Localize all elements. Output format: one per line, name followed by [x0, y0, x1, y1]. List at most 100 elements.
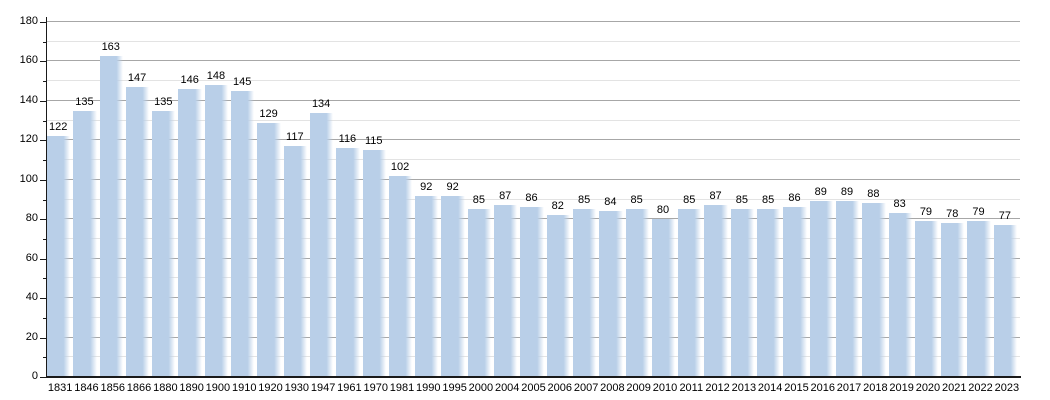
- x-axis-label: 1846: [74, 382, 99, 394]
- bar-slot-1831: 122 1831: [47, 22, 73, 394]
- bar-value-label: 148: [206, 70, 226, 83]
- x-axis-label: 1970: [363, 382, 388, 394]
- x-axis-label: 2022: [968, 382, 993, 394]
- bar-slot-2006: 82 2006: [546, 22, 573, 394]
- bar-value-label: 85: [735, 194, 748, 207]
- major-gridline-140: [47, 99, 1020, 101]
- bar: [415, 195, 439, 377]
- y-axis-line: [46, 17, 47, 377]
- major-gridline-160: [47, 60, 1020, 62]
- bar: [125, 87, 150, 377]
- bar-slot-2018: 88 2018: [862, 22, 888, 394]
- bar-value-label: 146: [180, 74, 199, 87]
- x-axis-label: 2021: [941, 382, 967, 394]
- bar-slot-2022: 79 2022: [967, 22, 993, 394]
- x-axis-label: 1990: [416, 382, 441, 394]
- bar-slot-2013: 85 2013: [730, 22, 757, 394]
- y-tick-180: [40, 22, 47, 23]
- bar-value-label: 102: [390, 160, 410, 173]
- x-axis-label: 2012: [705, 382, 730, 394]
- bar: [494, 205, 518, 377]
- bar-value-label: 116: [338, 133, 357, 146]
- y-tick-30: [43, 317, 47, 319]
- bar-value-label: 115: [364, 135, 383, 148]
- bar-value-label: 82: [551, 200, 564, 213]
- bar-value-label: 92: [446, 180, 459, 193]
- bar-value-label: 87: [499, 190, 512, 203]
- x-axis-label: 2013: [731, 382, 757, 394]
- y-axis-label: 40: [25, 291, 38, 304]
- x-axis-label: 1890: [179, 382, 204, 394]
- bar-value-label: 79: [919, 206, 933, 219]
- bar-slot-1890: 146 1890: [178, 22, 204, 394]
- y-tick-120: [40, 140, 47, 142]
- y-axis-label: 120: [19, 133, 38, 146]
- bar-value-label: 87: [709, 190, 722, 203]
- bar: [204, 85, 229, 377]
- bar-value-label: 88: [867, 188, 880, 201]
- bar: [336, 148, 360, 377]
- bar-value-label: 89: [814, 186, 827, 199]
- bar-value-label: 86: [525, 192, 538, 205]
- x-axis-label: 1920: [258, 382, 283, 394]
- bar: [152, 110, 176, 377]
- bar-slot-1970: 115 1970: [362, 22, 389, 394]
- bar: [599, 211, 623, 377]
- bar-value-label: 89: [840, 186, 854, 199]
- bar: [257, 122, 281, 377]
- bar-slot-1995: 92 1995: [441, 22, 467, 394]
- y-tick-150: [43, 81, 47, 83]
- x-axis-label: 2004: [494, 382, 520, 394]
- x-axis-label: 2017: [836, 382, 862, 394]
- major-gridline-100: [47, 178, 1020, 180]
- bar-value-label: 145: [233, 76, 252, 89]
- bar: [362, 150, 386, 377]
- bar: [835, 201, 860, 377]
- bar-slot-2015: 86 2015: [783, 22, 809, 394]
- x-axis-label: 1866: [126, 382, 152, 394]
- x-axis-label: 2014: [757, 382, 783, 394]
- y-tick-140: [40, 100, 47, 102]
- bar: [467, 209, 492, 377]
- y-axis-label: 160: [19, 54, 38, 67]
- bar-value-label: 135: [75, 95, 94, 108]
- bar: [678, 209, 702, 377]
- y-axis-label: 180: [19, 15, 38, 27]
- x-axis-label: 2018: [863, 382, 888, 394]
- bar: [283, 146, 307, 377]
- plot-area: 122 1831 135 1846 163 1856 147 1866 135 1880 146 18…: [47, 21, 1020, 394]
- y-tick-50: [43, 278, 47, 280]
- y-tick-130: [43, 120, 47, 122]
- bar-value-label: 92: [420, 180, 433, 193]
- bar-slot-2023: 77 2023: [993, 22, 1020, 394]
- bar: [888, 213, 912, 377]
- bar-slot-1856: 163 1856: [99, 22, 126, 394]
- bar-value-label: 86: [788, 192, 801, 205]
- bar-value-label: 134: [311, 97, 331, 110]
- y-tick-40: [40, 298, 47, 300]
- minor-gridline-130: [47, 119, 1020, 121]
- bar: [941, 223, 965, 377]
- bar-slot-1866: 147 1866: [125, 22, 152, 394]
- bar: [967, 221, 991, 377]
- bar-value-label: 135: [154, 95, 173, 108]
- y-tick-80: [40, 219, 47, 221]
- bar-slot-1981: 102 1981: [388, 22, 415, 394]
- bar-slot-2007: 85 2007: [572, 22, 599, 394]
- x-axis-label: 2008: [600, 382, 625, 394]
- bar-value-label: 78: [946, 208, 959, 221]
- bar-slot-2021: 78 2021: [941, 22, 967, 394]
- bar-slot-2016: 89 2016: [809, 22, 836, 394]
- bar: [309, 112, 334, 377]
- y-tick-0: [40, 377, 47, 378]
- bar-value-label: 79: [972, 206, 985, 219]
- bar-value-label: 85: [577, 194, 591, 207]
- x-axis-label: 2019: [889, 382, 914, 394]
- y-tick-10: [43, 357, 47, 359]
- minor-gridline-170: [47, 40, 1020, 42]
- bar-slot-1880: 135 1880: [152, 22, 178, 394]
- x-axis-label: 1930: [284, 382, 310, 394]
- y-axis-label: 80: [25, 212, 38, 225]
- bar-slot-1961: 116 1961: [336, 22, 362, 394]
- y-tick-90: [43, 199, 47, 201]
